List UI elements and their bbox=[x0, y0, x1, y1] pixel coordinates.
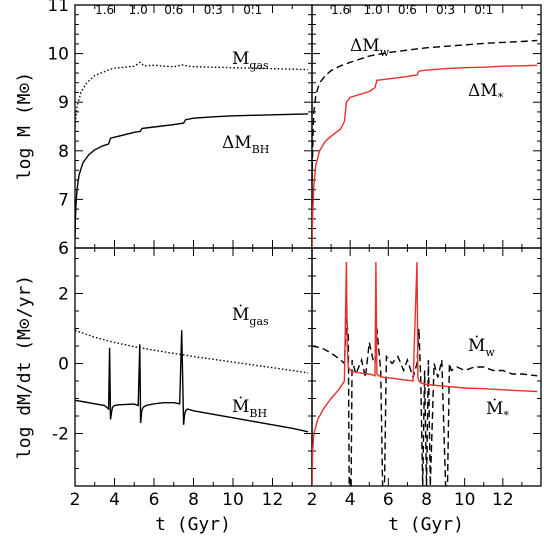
x-tick-label: 4 bbox=[345, 490, 356, 510]
anno-bottom-right-star: Ṁ* bbox=[486, 398, 509, 422]
x-tick-label: 4 bbox=[109, 490, 120, 510]
panel-bottom-right-plot bbox=[312, 261, 538, 486]
y-tick-label: 11 bbox=[47, 0, 69, 16]
bottom-y-axis-title: log dM/dt (M⊙/yr) bbox=[14, 275, 35, 459]
top-axis-label: 1.6 bbox=[331, 3, 350, 17]
top-axis-label: 0.1 bbox=[474, 3, 493, 17]
top-axis-label: 0.1 bbox=[243, 3, 262, 17]
anno-bottom-right-w: Ṁw bbox=[468, 335, 495, 359]
x-tick-label: 10 bbox=[454, 490, 476, 510]
top-axis-label: 1.0 bbox=[129, 3, 148, 17]
top-axis-label: 0.6 bbox=[398, 3, 417, 17]
x-tick-label: 2 bbox=[70, 490, 81, 510]
top-axis-label: 0.6 bbox=[164, 3, 183, 17]
anno-bottom-right-star-main: Ṁ bbox=[486, 398, 503, 419]
y-tick-label: 9 bbox=[58, 93, 69, 113]
x-tick-label: 10 bbox=[222, 490, 244, 510]
series-bottom-left-_bh bbox=[75, 330, 309, 433]
top-axis-label: 0.3 bbox=[436, 3, 455, 17]
x-tick-label: 8 bbox=[188, 490, 199, 510]
y-tick-label: 2 bbox=[58, 285, 69, 305]
anno-top-left-gas-sub: gas bbox=[249, 59, 269, 72]
x-tick-label: 8 bbox=[421, 490, 432, 510]
anno-bottom-left-gas-sub: gas bbox=[249, 315, 269, 328]
anno-top-right-star: ΔM* bbox=[468, 81, 504, 104]
panel-bottom-left-plot bbox=[75, 329, 309, 433]
anno-bottom-left-gas: Ṁgas bbox=[232, 304, 269, 328]
anno-bottom-left-gas-main: Ṁ bbox=[232, 304, 249, 325]
anno-top-left-bh: ΔMBH bbox=[222, 133, 269, 156]
anno-top-right-w-sub: w bbox=[380, 46, 390, 59]
series-bottom-right-_* bbox=[312, 261, 538, 486]
series-top-right-m_w bbox=[312, 39, 538, 181]
x-axis-title-right: t (Gyr) bbox=[388, 514, 464, 535]
anno-top-right-star-main: ΔM bbox=[468, 81, 498, 101]
anno-bottom-left-bh-main: Ṁ bbox=[232, 396, 249, 417]
anno-top-left-bh-main: ΔM bbox=[222, 133, 252, 153]
panel-top-right-plot bbox=[312, 39, 538, 248]
panel-frames bbox=[74, 4, 542, 487]
series-bottom-left-_gas bbox=[75, 329, 309, 374]
y-tick-label: -2 bbox=[52, 425, 69, 445]
anno-top-left-gas: Mgas bbox=[232, 49, 269, 72]
anno-top-right-star-sub: * bbox=[498, 91, 504, 104]
series-top-left-m_bh bbox=[75, 113, 309, 239]
series-bottom-right-_w bbox=[312, 317, 538, 486]
tick-labels: 2 4 6 8 10 12 2 4 6 8 10 12 6 7 8 9 10 11 -2 0 2 1.6 1.0 0.6 0.3… bbox=[47, 0, 513, 510]
x-tick-label: 2 bbox=[307, 490, 318, 510]
y-tick-label: 8 bbox=[58, 142, 69, 162]
anno-bottom-right-w-sub: w bbox=[485, 346, 495, 359]
x-tick-label: 12 bbox=[492, 490, 514, 510]
y-tick-label: 7 bbox=[58, 190, 69, 210]
panel-top-left-plot bbox=[75, 61, 309, 239]
series-top-left-m_gas bbox=[75, 61, 309, 127]
anno-bottom-right-star-sub: * bbox=[503, 409, 509, 422]
anno-bottom-left-bh: ṀBH bbox=[232, 396, 267, 420]
anno-bottom-left-bh-sub: BH bbox=[249, 407, 267, 420]
x-tick-label: 6 bbox=[149, 490, 160, 510]
x-tick-label: 6 bbox=[383, 490, 394, 510]
panel-top-right-frame bbox=[311, 4, 542, 249]
y-tick-label: 0 bbox=[58, 355, 69, 375]
anno-top-left-bh-sub: BH bbox=[252, 143, 270, 156]
y-tick-label: 6 bbox=[58, 239, 69, 259]
tick-marks bbox=[74, 4, 542, 487]
top-axis-label: 0.3 bbox=[204, 3, 223, 17]
panel-bottom-left-frame bbox=[74, 247, 313, 487]
x-axis-title-left: t (Gyr) bbox=[155, 514, 231, 535]
panel-top-left-frame bbox=[74, 4, 313, 249]
anno-bottom-right-w-main: Ṁ bbox=[468, 335, 485, 356]
top-axis-label: 1.6 bbox=[95, 3, 114, 17]
series-layer bbox=[75, 39, 538, 486]
top-axis-label: 1.0 bbox=[364, 3, 383, 17]
series-top-right-m_* bbox=[312, 64, 538, 248]
top-y-axis-title: log M (M⊙) bbox=[14, 72, 35, 180]
y-tick-label: 10 bbox=[47, 45, 69, 65]
anno-top-right-w-main: ΔM bbox=[350, 36, 380, 56]
x-tick-label: 12 bbox=[262, 490, 284, 510]
anno-top-left-gas-main: M bbox=[232, 49, 249, 69]
anno-top-right-w: ΔMw bbox=[350, 36, 390, 59]
